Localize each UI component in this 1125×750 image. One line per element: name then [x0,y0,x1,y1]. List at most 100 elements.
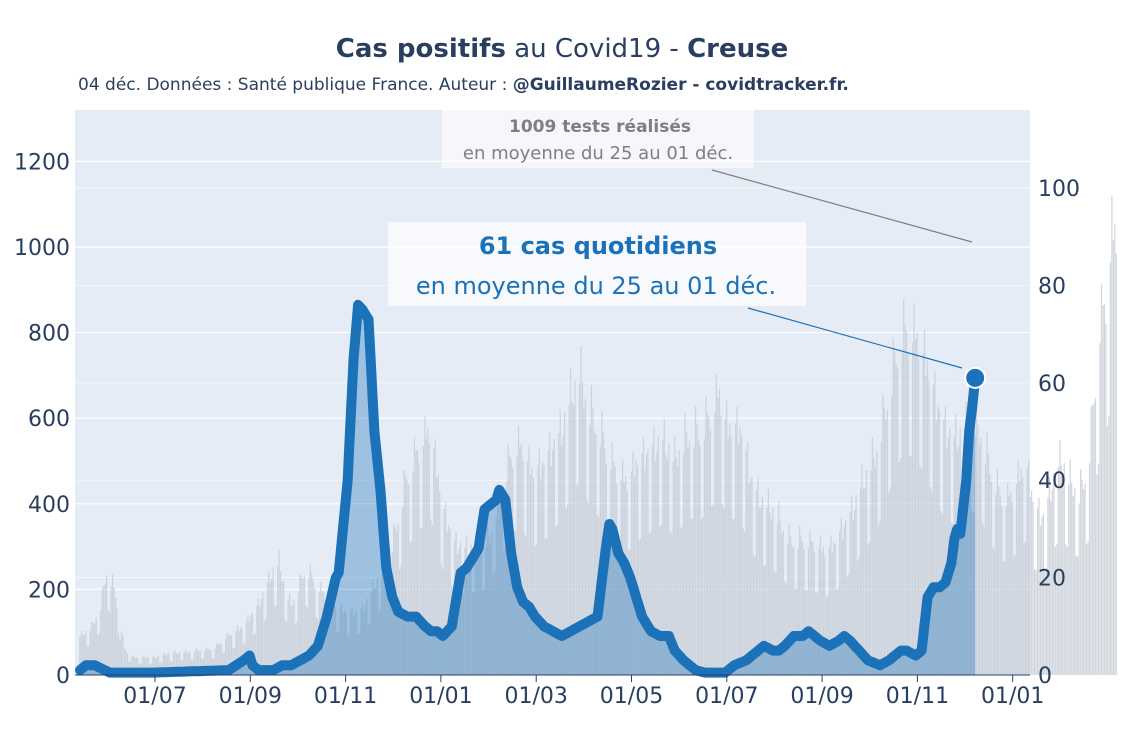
tests-bar [964,434,966,675]
tests-bar [155,658,157,675]
tests-bar [277,566,279,675]
tests-bar [917,359,920,675]
tests-bar [697,439,700,675]
tests-bar [265,618,267,675]
tests-bar [772,508,774,675]
tests-bar [1050,500,1052,675]
tests-bar [1008,495,1010,675]
tests-bar [627,550,630,675]
tests-bar [476,531,478,675]
tests-bar [398,569,401,675]
tests-bar [987,454,990,675]
y-left-tick-label: 1200 [14,150,70,175]
tests-bar [158,655,160,675]
tests-bar [575,485,578,675]
tests-bar [1096,474,1098,675]
tests-bar [1062,474,1064,675]
tests-bar [996,468,998,675]
tests-bar [926,360,929,675]
tests-bar [479,551,481,675]
tests-bar [1102,305,1104,675]
tests-bar [238,631,240,675]
tests-bar [329,599,331,675]
tests-bar [763,565,765,675]
tests-bar [1060,465,1062,675]
tests-bar [137,658,139,675]
tests-bar [483,588,485,675]
tests-bar [236,626,239,675]
tests-bar [348,635,350,675]
tests-bar [785,583,787,675]
tests-bar [657,436,659,675]
tests-bar [440,563,442,675]
tests-bar [797,548,799,675]
y-left-tick-label: 0 [56,664,70,689]
tests-bar [95,617,97,675]
y-right-ticks: 0 20 40 60 80 100 [1038,177,1080,689]
tests-bar [378,611,380,675]
tests-bar [635,459,637,675]
tests-bar [306,607,309,675]
tests-bar [462,593,465,675]
tests-bar [250,615,252,675]
tests-bar [300,576,303,675]
tests-bar [538,448,541,675]
tests-bar [1068,484,1070,675]
tests-bar [654,461,656,675]
tests-bar [675,457,677,675]
tests-bar [669,531,671,675]
tests-bar [726,400,728,675]
tests-bar [384,562,386,675]
tests-bar [168,652,170,675]
tests-bar [1011,502,1013,675]
tests-bar [729,423,731,675]
tests-bar [82,634,84,675]
tests-bar [845,520,847,675]
tests-bar [1072,496,1074,675]
tests-bar [415,450,417,675]
chart-subtitle: 04 déc. Données : Santé publique France.… [78,75,849,95]
tests-bar [733,519,735,675]
tests-bar [619,547,621,675]
tests-bar [959,427,961,675]
tests-bar [470,543,472,675]
tests-bar [842,539,844,675]
tests-bar [793,547,795,675]
tests-bar [938,409,941,675]
tests-bar [736,406,738,675]
tests-bar [749,478,752,675]
tests-bar [581,382,584,675]
tests-bar [800,535,802,675]
tests-bar [941,513,943,675]
tests-bar [1024,541,1027,675]
tests-bar [436,477,438,675]
tests-bar [335,607,337,675]
tests-bar [641,453,643,675]
tests-bar [543,464,545,675]
tests-bar [886,409,888,675]
y-left-ticks: 0 200 400 600 800 1000 1200 [14,150,70,689]
tests-bar [830,535,832,675]
tests-bar [431,525,433,675]
tests-bar [83,635,85,675]
tests-bar [779,520,781,675]
tests-bar [583,406,585,675]
tests-bar [751,477,753,675]
tests-bar [1097,463,1100,675]
tests-bar [662,439,664,675]
tests-bar [1048,476,1051,675]
tests-bar [381,572,383,675]
tests-bar [403,469,405,675]
tests-bar [853,509,856,675]
tests-bar [1081,479,1083,675]
tests-bar [1080,468,1082,675]
tests-bar [684,413,686,675]
tests-bar [798,526,801,675]
cases-annotation-box [388,222,806,306]
y-left-tick-label: 200 [28,578,70,603]
tests-bar [312,580,314,675]
tests-bar [859,488,862,675]
tests-bar [674,435,676,675]
tests-bar [442,569,444,675]
tests-bar [546,537,548,675]
